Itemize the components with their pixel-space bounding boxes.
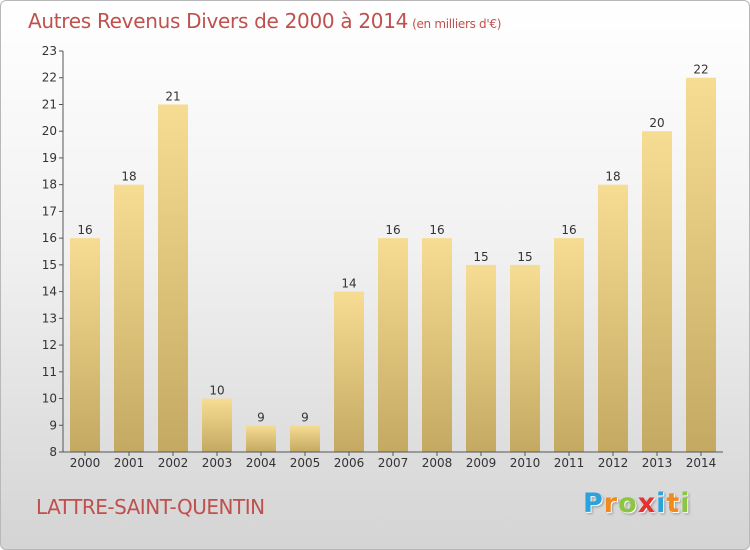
y-tick-label: 23 <box>42 44 57 58</box>
value-label-2008: 16 <box>429 223 444 237</box>
x-tick-label-2010: 2010 <box>510 456 541 470</box>
x-tick-label-2011: 2011 <box>554 456 585 470</box>
chart-subtitle: (en milliers d'€) <box>412 17 502 31</box>
y-tick-label: 13 <box>42 311 57 325</box>
bar-2005 <box>290 425 320 452</box>
x-tick-label-2000: 2000 <box>70 456 101 470</box>
bar-2003 <box>202 398 232 452</box>
commune-name: LATTRE-SAINT-QUENTIN <box>36 495 265 519</box>
value-label-2011: 16 <box>561 223 576 237</box>
y-tick-label: 12 <box>42 338 57 352</box>
bar-2002 <box>158 104 188 452</box>
value-label-2010: 15 <box>517 250 532 264</box>
chart-title: Autres Revenus Divers de 2000 à 2014 (en … <box>28 9 501 33</box>
value-label-2005: 9 <box>301 410 309 424</box>
logo-letter: i <box>656 488 667 519</box>
y-tick-label: 15 <box>42 258 57 272</box>
y-tick-label: 14 <box>42 285 57 299</box>
y-tick-label: 9 <box>49 418 57 432</box>
value-label-2013: 20 <box>649 116 664 130</box>
bar-2006 <box>334 291 364 452</box>
y-tick-label: 8 <box>49 445 57 459</box>
x-tick-label-2008: 2008 <box>422 456 453 470</box>
logo-letter: x <box>637 488 657 519</box>
x-axis: 2000 2001 2002 2003 2004 2005 2006 2007 2008 2009… <box>70 452 717 470</box>
value-label-2007: 16 <box>385 223 400 237</box>
x-tick-label-2005: 2005 <box>290 456 321 470</box>
bar-2004 <box>246 425 276 452</box>
bar-2012 <box>598 184 628 452</box>
value-label-2014: 22 <box>693 63 708 77</box>
value-label-2000: 16 <box>77 223 92 237</box>
value-label-2012: 18 <box>605 170 620 184</box>
x-tick-label-2004: 2004 <box>246 456 277 470</box>
x-tick-label-2014: 2014 <box>686 456 717 470</box>
proxiti-logo[interactable]: Proxiti <box>583 488 691 519</box>
x-tick-label-2002: 2002 <box>158 456 189 470</box>
value-label-2003: 10 <box>209 384 224 398</box>
logo-letter: P <box>583 488 604 519</box>
x-tick-label-2001: 2001 <box>114 456 145 470</box>
logo-letter: o <box>618 488 638 519</box>
value-label-2006: 14 <box>341 277 356 291</box>
y-tick-label: 17 <box>42 204 57 218</box>
y-tick-label: 19 <box>42 151 57 165</box>
chart-title-text: Autres Revenus Divers de 2000 à 2014 <box>28 9 409 33</box>
bar-2008 <box>422 238 452 452</box>
bar-2001 <box>114 184 144 452</box>
data-labels: 16 18 21 10 9 9 14 16 16 15 15 16 18 20 22 <box>77 63 708 425</box>
y-tick-label: 16 <box>42 231 57 245</box>
y-axis: 8 9 10 11 12 13 14 15 16 17 18 19 20 21 22 23 <box>42 44 63 459</box>
logo-letter: i <box>680 488 691 519</box>
value-label-2009: 15 <box>473 250 488 264</box>
value-label-2001: 18 <box>121 170 136 184</box>
x-tick-label-2007: 2007 <box>378 456 409 470</box>
x-tick-label-2003: 2003 <box>202 456 233 470</box>
y-tick-label: 18 <box>42 178 57 192</box>
y-tick-label: 11 <box>42 365 57 379</box>
x-tick-label-2012: 2012 <box>598 456 629 470</box>
bar-2011 <box>554 238 584 452</box>
bars <box>70 77 716 452</box>
y-tick-label: 21 <box>42 97 57 111</box>
logo-letter: r <box>603 488 619 519</box>
y-tick-label: 22 <box>42 71 57 85</box>
value-label-2004: 9 <box>257 410 265 424</box>
bar-2013 <box>642 131 672 452</box>
bar-2010 <box>510 264 540 452</box>
bar-2000 <box>70 238 100 452</box>
x-tick-label-2013: 2013 <box>642 456 673 470</box>
x-tick-label-2006: 2006 <box>334 456 365 470</box>
bar-2007 <box>378 238 408 452</box>
value-label-2002: 21 <box>165 89 180 103</box>
logo-letter: t <box>666 488 681 519</box>
bar-2009 <box>466 264 496 452</box>
bar-2014 <box>686 77 716 452</box>
y-tick-label: 20 <box>42 124 57 138</box>
x-tick-label-2009: 2009 <box>466 456 497 470</box>
y-tick-label: 10 <box>42 392 57 406</box>
